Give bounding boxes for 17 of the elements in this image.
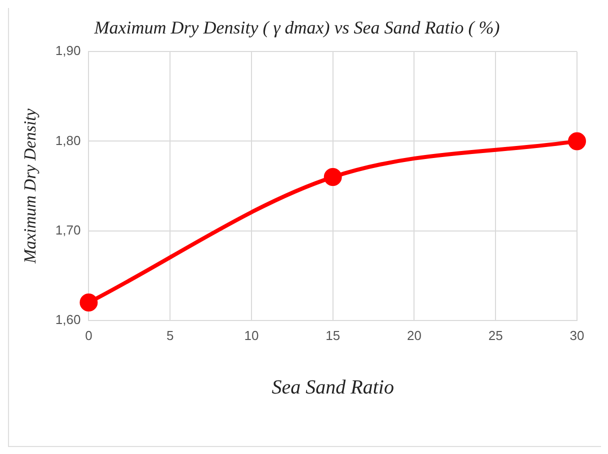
point bbox=[80, 293, 98, 312]
point bbox=[324, 168, 342, 186]
x-tick-label: 15 bbox=[326, 328, 340, 343]
x-tick-label: 30 bbox=[570, 328, 584, 343]
x-tick-label: 25 bbox=[488, 328, 503, 343]
x-tick-label: 10 bbox=[244, 328, 259, 343]
x-tick-label: 5 bbox=[166, 328, 174, 343]
x-axis-title: Sea Sand Ratio bbox=[272, 376, 394, 398]
x-tick-label: 0 bbox=[85, 328, 92, 343]
chart-title: Maximum Dry Density ( γ dmax) vs Sea Sand Ratio ( %) bbox=[93, 18, 500, 38]
point bbox=[568, 132, 586, 150]
y-tick-label: 1,80 bbox=[55, 132, 81, 148]
x-tick-label: 20 bbox=[407, 328, 422, 343]
y-tick-label: 1,90 bbox=[55, 43, 81, 58]
y-axis-title: Maximum Dry Density bbox=[20, 108, 40, 264]
y-tick-label: 1,70 bbox=[55, 222, 81, 238]
y-tick-label: 1,60 bbox=[55, 312, 81, 327]
